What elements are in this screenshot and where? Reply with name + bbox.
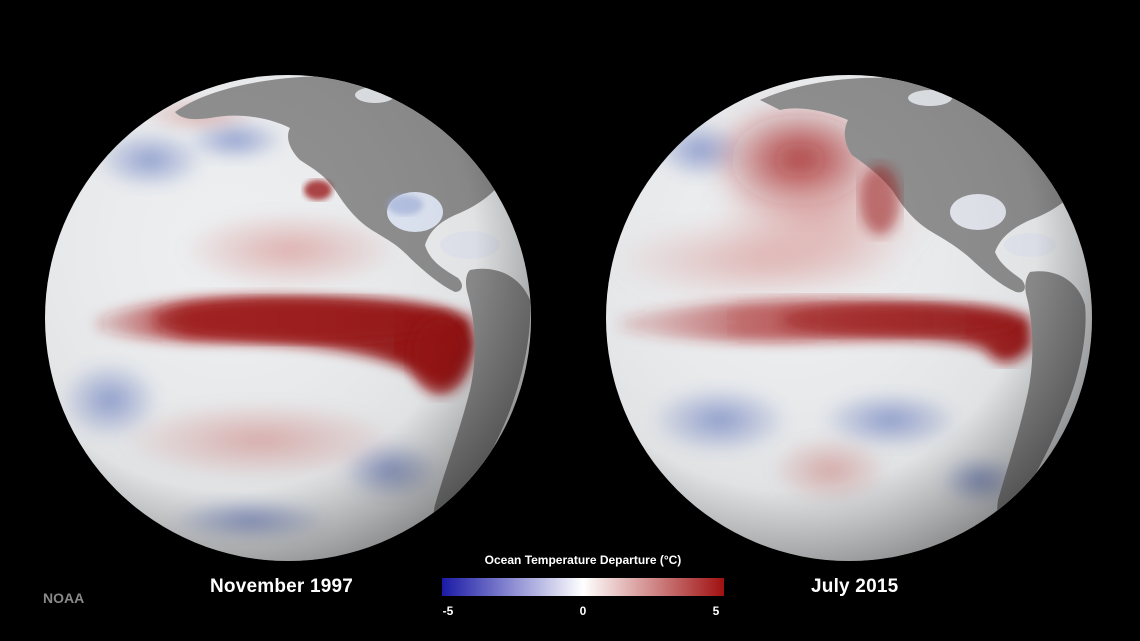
legend-color-bar <box>442 578 724 596</box>
legend-tick-max: 5 <box>712 604 720 618</box>
caption-july-2015: July 2015 <box>811 576 899 597</box>
legend-tick-mid: 0 <box>579 604 587 618</box>
caption-november-1997: November 1997 <box>210 576 354 597</box>
legend-tick-min: -5 <box>442 604 454 618</box>
globe-july-2015 <box>606 75 1092 561</box>
globe-november-1997 <box>45 75 531 561</box>
legend-title: Ocean Temperature Departure (°C) <box>484 553 682 567</box>
noaa-credit: NOAA <box>43 590 85 606</box>
